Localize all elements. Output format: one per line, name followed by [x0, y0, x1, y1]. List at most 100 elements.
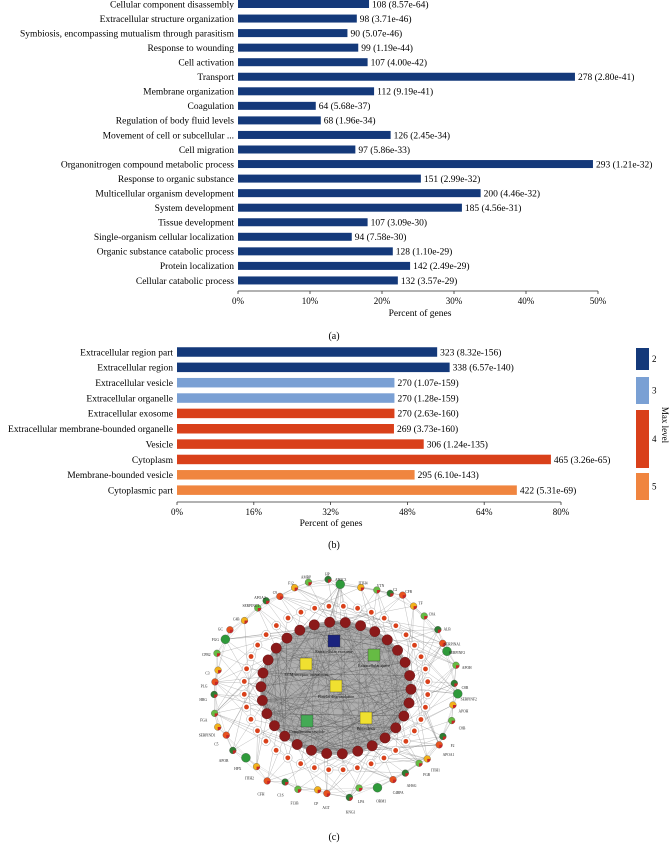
panel-a-data-label: 97 (5.86e-33): [358, 145, 410, 156]
network-node-core: [273, 623, 279, 628]
network-node-core: [244, 704, 249, 710]
network-edge: [214, 639, 226, 682]
network-node-label: AMBP: [301, 576, 311, 580]
network-edge: [326, 675, 410, 794]
network-edge: [420, 656, 458, 694]
network-node-core: [263, 738, 269, 744]
network-node-inner: [255, 681, 267, 693]
panel-a-bar: [238, 101, 316, 110]
network-node-core: [326, 603, 332, 609]
network-node-outer-slice: [419, 763, 423, 767]
network-edge: [216, 620, 245, 654]
panel-a-category-label: Cellular component disassembly: [110, 0, 234, 10]
panel-a-category-label: Organic substance catabolic process: [97, 248, 235, 258]
network-edge: [349, 737, 386, 798]
network-node-outer: [453, 689, 463, 699]
network-node-outer-slice: [308, 582, 312, 586]
network-node-label: C2: [393, 588, 397, 592]
network-node-core: [312, 605, 318, 611]
network-node-core: [311, 765, 317, 771]
network-node-core: [423, 666, 428, 672]
network-node-inner: [390, 722, 402, 734]
network-node-outer-slice: [390, 593, 394, 597]
network-edge: [410, 689, 458, 694]
network-node-label: GC: [218, 628, 224, 632]
network-node-outer-slice: [360, 587, 365, 591]
network-node-core: [354, 765, 360, 771]
network-edge: [371, 758, 428, 764]
panel-a-bar: [238, 232, 352, 241]
network-edge: [402, 595, 426, 708]
network-node-outer: [241, 753, 251, 763]
network-edge: [376, 589, 414, 607]
network-node-core: [244, 666, 249, 672]
network-node-inner: [392, 644, 403, 656]
network-edge: [276, 648, 358, 752]
legend-level-label: 3: [652, 386, 657, 396]
network-node-outer-slice: [437, 629, 442, 634]
network-edge: [262, 638, 288, 701]
network-edge: [260, 629, 438, 687]
network-edge: [256, 766, 298, 790]
panel-a-bar: [238, 58, 368, 67]
network-edge: [442, 693, 458, 737]
network-node-core: [412, 642, 417, 648]
network-node-label: AHSG: [407, 784, 417, 788]
legend-level-label: 5: [652, 482, 657, 492]
network-node-inner: [256, 695, 268, 706]
network-edge: [311, 715, 404, 751]
network-edge: [279, 596, 373, 746]
network-node-outer-slice: [285, 782, 289, 786]
network-node-label: CP: [314, 802, 318, 806]
network-node-outer-slice: [294, 587, 299, 592]
legend-swatch: [636, 377, 649, 404]
network-node-outer-slice: [216, 653, 221, 657]
network-node-label: SERPINF2: [449, 651, 465, 655]
network-edge: [257, 607, 277, 649]
panel-a-data-label: 64 (5.68e-37): [319, 101, 371, 112]
network-edge: [357, 593, 391, 609]
panel-a-bar: [238, 116, 321, 125]
network-node-outer-slice: [218, 670, 222, 674]
network-edge: [326, 787, 378, 794]
network-edge: [266, 600, 373, 746]
panel-b-data-label: 422 (5.31e-69): [520, 485, 576, 496]
network-node-label: FGB: [423, 773, 431, 777]
network-node-label: F13B: [291, 801, 300, 805]
network-node-inner: [399, 656, 411, 668]
panel-b-category-label: Extracellular organelle: [86, 394, 173, 404]
panel-a-bar: [238, 29, 348, 38]
network-edge: [405, 736, 443, 742]
network-edge: [246, 668, 458, 694]
panel-a-bar: [238, 87, 375, 96]
network-node-core: [241, 679, 247, 684]
network-node-core: [273, 747, 279, 753]
panel-a-bar: [238, 261, 411, 270]
network-edge: [274, 624, 315, 726]
network-edge: [314, 584, 341, 768]
network-edge: [276, 648, 360, 789]
network-edge: [279, 579, 329, 597]
panel-b-data-label: 270 (1.28e-159): [397, 393, 458, 404]
panel-a-data-label: 278 (2.80e-41): [578, 72, 634, 83]
panel-a-data-label: 128 (1.10e-29): [396, 247, 452, 258]
network-edge: [276, 648, 298, 745]
network-node-outer-slice: [214, 681, 219, 686]
network-edge: [297, 650, 398, 745]
network-node-core: [393, 623, 399, 629]
network-node-inner: [291, 739, 303, 750]
network-node-core: [340, 767, 346, 773]
network-node-outer-slice: [226, 735, 230, 739]
network-node-label: HRG: [199, 698, 207, 702]
panel-a-data-label: 107 (3.09e-30): [371, 218, 427, 229]
network-node-core: [381, 615, 387, 621]
panel-a-category-label: Tissue development: [158, 219, 234, 229]
network-node-label: CFB: [405, 590, 412, 594]
network-edge: [232, 725, 275, 751]
network-node-label: ORM1: [376, 800, 386, 804]
network-node-label: AGT: [322, 806, 330, 810]
panel-b-category-label: Extracellular vesicle: [95, 379, 173, 389]
panel-a-data-label: 94 (7.58e-30): [355, 232, 407, 243]
panel-a-data-label: 185 (4.56e-31): [465, 203, 521, 214]
panel-a-data-label: 107 (4.00e-42): [371, 58, 427, 69]
